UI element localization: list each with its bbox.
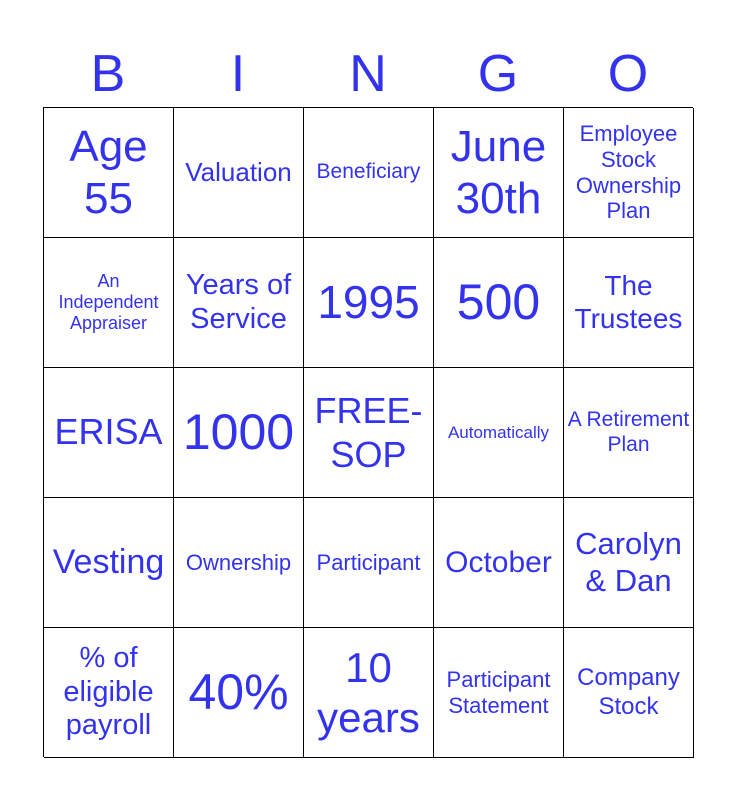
header-letter-g: G (477, 45, 519, 103)
bingo-cell[interactable]: 40% (174, 628, 304, 758)
header-letter-n: N (349, 45, 387, 103)
bingo-header: B I N G O (43, 42, 693, 106)
bingo-cell[interactable]: Company Stock (564, 628, 694, 758)
header-letter-b: B (90, 45, 126, 103)
bingo-cell[interactable]: The Trustees (564, 238, 694, 368)
bingo-cell[interactable]: Age 55 (44, 108, 174, 238)
bingo-cell[interactable]: ERISA (44, 368, 174, 498)
header-letter-i: I (230, 45, 246, 103)
bingo-cell[interactable]: 1995 (304, 238, 434, 368)
bingo-cell[interactable]: Carolyn & Dan (564, 498, 694, 628)
bingo-cell[interactable]: An Independent Appraiser (44, 238, 174, 368)
bingo-cell[interactable]: Participant Statement (434, 628, 564, 758)
bingo-cell[interactable]: October (434, 498, 564, 628)
bingo-cell[interactable]: Vesting (44, 498, 174, 628)
bingo-cell[interactable]: 1000 (174, 368, 304, 498)
bingo-cell[interactable]: 10 years (304, 628, 434, 758)
bingo-cell[interactable]: % of eligible payroll (44, 628, 174, 758)
bingo-grid: Age 55 Valuation Beneficiary June 30th E… (43, 107, 694, 758)
bingo-cell[interactable]: Valuation (174, 108, 304, 238)
bingo-cell[interactable]: Employee Stock Ownership Plan (564, 108, 694, 238)
header-letter-o: O (607, 45, 649, 103)
bingo-cell[interactable]: Ownership (174, 498, 304, 628)
bingo-cell[interactable]: Years of Service (174, 238, 304, 368)
bingo-cell[interactable]: A Retirement Plan (564, 368, 694, 498)
bingo-cell[interactable]: June 30th (434, 108, 564, 238)
bingo-cell[interactable]: FREE-SOP (304, 368, 434, 498)
bingo-cell[interactable]: 500 (434, 238, 564, 368)
bingo-cell[interactable]: Automatically (434, 368, 564, 498)
bingo-cell[interactable]: Participant (304, 498, 434, 628)
bingo-cell[interactable]: Beneficiary (304, 108, 434, 238)
